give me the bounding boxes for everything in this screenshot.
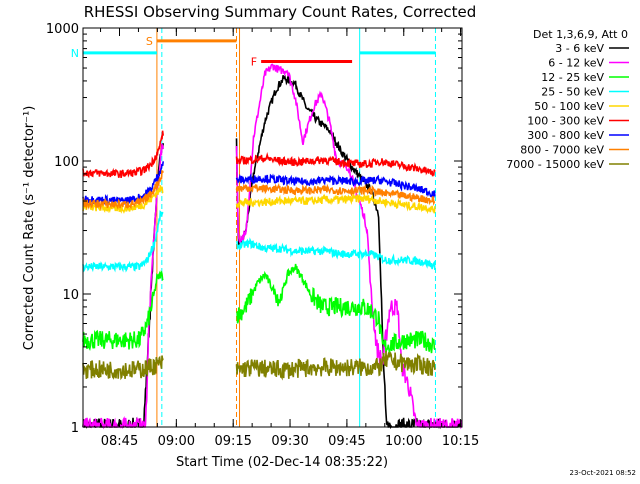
attenuator-label-s: S [146, 35, 153, 48]
plot-frame [82, 27, 463, 428]
series-lines [82, 63, 463, 430]
legend: Det 1,3,6,9, Att 0 3 - 6 keV 6 - 12 keV12… [506, 28, 629, 171]
series-line-8 [82, 350, 436, 381]
y-tick-label: 10 [62, 288, 79, 303]
x-tick-label: 09:15 [214, 434, 251, 449]
legend-header: Det 1,3,6,9, Att 0 [533, 28, 628, 41]
series-line-4 [82, 185, 436, 215]
legend-label-0: 3 - 6 keV [555, 42, 604, 55]
x-tick-label: 09:00 [158, 434, 195, 449]
legend-label-5: 100 - 300 keV [527, 115, 604, 128]
y-tick-label: 1 [71, 421, 79, 436]
x-tick-label: 10:15 [442, 434, 479, 449]
axes: 08:45 09:00 09:15 09:30 09:45 10:00 10:15 1 10 10… [46, 22, 479, 449]
x-axis-label: Start Time (02-Dec-14 08:35:22) [176, 455, 388, 470]
series-line-7 [82, 170, 436, 211]
legend-label-3: 25 - 50 keV [541, 86, 604, 99]
x-tick-label: 10:00 [385, 434, 422, 449]
y-axis-label: Corrected Count Rate (s⁻¹ detector⁻¹) [22, 106, 37, 351]
legend-label-6: 300 - 800 keV [527, 129, 604, 142]
legend-label-2: 12 - 25 keV [541, 71, 604, 84]
series-line-3 [82, 210, 436, 273]
attenuator-label-n: N [71, 47, 79, 60]
legend-label-7: 800 - 7000 keV [520, 144, 604, 157]
legend-label-1: 6 - 12 keV [548, 57, 604, 70]
legend-label-8: 7000 - 15000 keV [506, 158, 604, 171]
series-line-5 [82, 130, 436, 179]
x-tick-label: 08:45 [101, 434, 138, 449]
x-tick-label: 09:30 [271, 434, 308, 449]
y-tick-label: 1000 [46, 22, 79, 37]
legend-label-4: 50 - 100 keV [534, 100, 604, 113]
chart-title: RHESSI Observing Summary Count Rates, Co… [84, 3, 477, 21]
date-stamp: 23-Oct-2021 08:52 [570, 469, 636, 477]
attenuator-label-f: F [251, 55, 257, 68]
x-tick-label: 09:45 [328, 434, 365, 449]
y-tick-label: 100 [54, 155, 79, 170]
series-line-2 [82, 263, 436, 354]
